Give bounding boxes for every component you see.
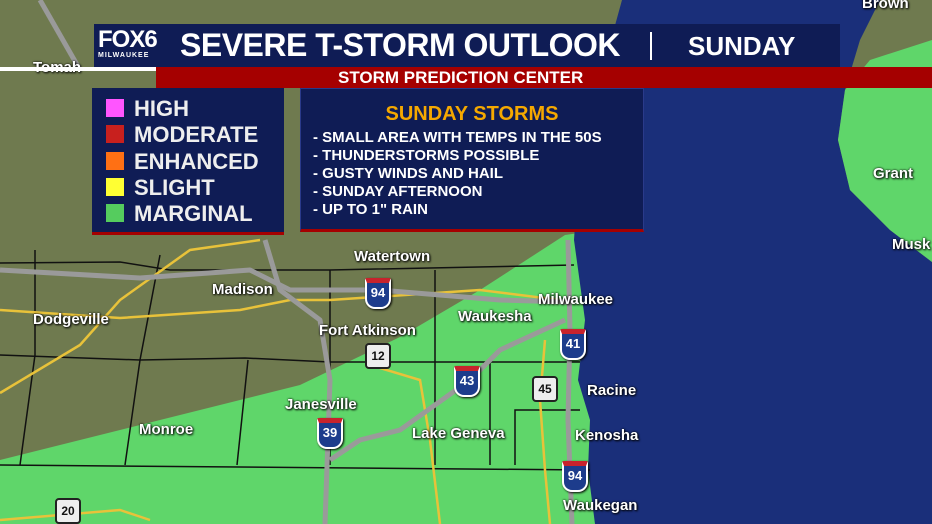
logo-text: FOX6 — [98, 26, 158, 53]
legend-label: MARGINAL — [134, 201, 253, 226]
info-item: - SMALL AREA WITH TEMPS IN THE 50S — [313, 129, 602, 146]
info-item: - SUNDAY AFTERNOON — [313, 183, 483, 200]
info-list: - SMALL AREA WITH TEMPS IN THE 50S - THU… — [313, 129, 602, 219]
subtitle: STORM PREDICTION CENTER — [338, 68, 584, 87]
legend-label: MODERATE — [134, 122, 259, 147]
fox6-logo: FOX6 MILWAUKEE — [98, 26, 158, 60]
city-label: Brown — [862, 0, 909, 12]
info-title: SUNDAY STORMS — [385, 103, 559, 125]
interstate-shield: 41 — [560, 329, 586, 360]
divider — [650, 32, 652, 60]
swatch — [106, 99, 124, 117]
city-label: Janesville — [285, 396, 357, 413]
city-label: Waukegan — [563, 497, 638, 514]
legend-label: SLIGHT — [134, 175, 215, 200]
city-label: Monroe — [139, 421, 194, 438]
title-bar: FOX6 MILWAUKEE SEVERE T-STORM OUTLOOK SU… — [94, 24, 840, 67]
city-label: Lake Geneva — [412, 425, 505, 442]
marginal-risk-area — [0, 230, 600, 524]
city-label: Grant — [873, 165, 914, 182]
marginal-risk-area-michigan — [838, 40, 932, 262]
lake-michigan — [574, 0, 932, 524]
county-lines — [0, 250, 591, 471]
city-label: Dodgeville — [33, 311, 109, 328]
city-label: Musk — [892, 236, 931, 253]
interstate-shield: 94 — [365, 278, 391, 309]
interstate-shield: 94 — [562, 461, 588, 492]
swatch — [106, 178, 124, 196]
us-route-shield: 45 — [532, 376, 558, 402]
interstate-shield: 39 — [317, 418, 343, 449]
info-panel: SUNDAY STORMS - SMALL AREA WITH TEMPS IN… — [300, 88, 644, 232]
divider — [0, 67, 156, 71]
info-item: - THUNDERSTORMS POSSIBLE — [313, 147, 540, 164]
city-label: Madison — [212, 281, 273, 298]
us-route-shield: 12 — [365, 343, 391, 369]
day-label: SUNDAY — [688, 31, 796, 61]
info-item: - GUSTY WINDS AND HAIL — [313, 165, 503, 182]
subtitle-bar: STORM PREDICTION CENTER — [156, 67, 932, 88]
interstate-shield: 43 — [454, 366, 480, 397]
us-route-shield: 20 — [55, 498, 81, 524]
swatch — [106, 204, 124, 222]
swatch — [106, 152, 124, 170]
city-label: Milwaukee — [538, 291, 614, 308]
legend-label: ENHANCED — [134, 149, 259, 174]
info-item: - UP TO 1" RAIN — [313, 201, 428, 218]
city-label: Waukesha — [458, 308, 532, 325]
legend-label: HIGH — [134, 96, 189, 121]
logo-subtext: MILWAUKEE — [98, 52, 150, 59]
city-label: Kenosha — [575, 427, 639, 444]
city-label: Fort Atkinson — [319, 322, 416, 339]
swatch — [106, 125, 124, 143]
graphic-title: SEVERE T-STORM OUTLOOK — [180, 27, 621, 63]
risk-legend: HIGH MODERATE ENHANCED SLIGHT MARGINAL — [92, 88, 284, 235]
city-label: Racine — [587, 382, 637, 399]
city-label: Watertown — [354, 248, 431, 265]
